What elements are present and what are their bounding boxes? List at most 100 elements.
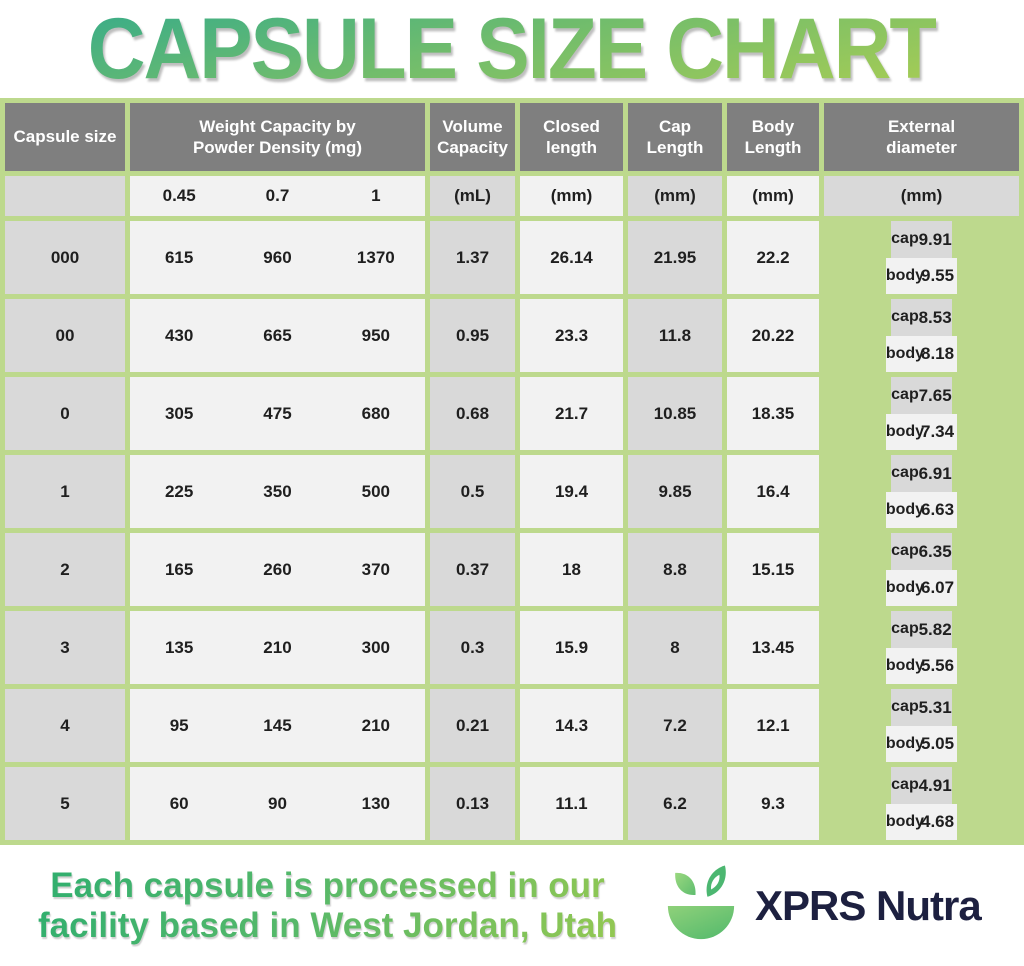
units-capsule-size-empty <box>5 176 125 216</box>
cell-volume-capacity: 0.5 <box>430 455 515 528</box>
cell-cap-length: 8 <box>628 611 722 684</box>
density-1: 1 <box>371 186 381 206</box>
external-body-label: body <box>885 656 925 674</box>
mortar-with-leaves-icon <box>667 865 735 939</box>
col-header-capsule-size: Capsule size <box>5 103 125 171</box>
cell-body-length: 9.3 <box>727 767 819 840</box>
cell-body-length: 16.4 <box>727 455 819 528</box>
capsule-size-table: Capsule size Weight Capacity by Powder D… <box>0 98 1024 845</box>
external-cap-value: 9.91 <box>918 229 952 249</box>
cell-closed-length: 15.9 <box>520 611 623 684</box>
cell-body-length: 13.45 <box>727 611 819 684</box>
external-cap-label: cap <box>891 230 919 248</box>
cell-cap-length: 6.2 <box>628 767 722 840</box>
external-body-row: body 7.34 <box>885 413 958 450</box>
tagline-line2: facility based in West Jordan, Utah <box>38 905 617 945</box>
cell-weight-045: 135 <box>164 637 194 657</box>
col-header-weight-capacity: Weight Capacity by Powder Density (mg) <box>130 103 425 171</box>
brand-name: XPRS Nutra <box>755 881 982 929</box>
cell-body-length: 15.15 <box>727 533 819 606</box>
cell-weight-1: 370 <box>361 559 391 579</box>
external-body-row: body 6.63 <box>885 491 958 528</box>
cell-weight-capacities: 430 665 950 <box>130 299 425 372</box>
cell-closed-length: 18 <box>520 533 623 606</box>
external-body-label: body <box>885 344 925 362</box>
cell-capsule-size: 1 <box>5 455 125 528</box>
external-body-row: body 8.18 <box>885 335 958 372</box>
external-cap-row: cap 6.35 <box>891 533 952 570</box>
table-row: 2 165 260 370 0.37 18 8.8 15.15 cap 6.35… <box>5 533 1019 606</box>
table-row: 00 430 665 950 0.95 23.3 11.8 20.22 cap … <box>5 299 1019 372</box>
cell-external-diameter: cap 4.91 body 4.68 <box>824 767 1019 840</box>
col-header-body-length: Body Length <box>727 103 819 171</box>
cell-capsule-size: 5 <box>5 767 125 840</box>
cell-cap-length: 8.8 <box>628 533 722 606</box>
facility-tagline: Each capsule is processed in our facilit… <box>0 866 655 944</box>
table-row: 3 135 210 300 0.3 15.9 8 13.45 cap 5.82 … <box>5 611 1019 684</box>
external-cap-label: cap <box>891 776 919 794</box>
col-header-volume-line1: Volume <box>442 116 503 136</box>
external-cap-label: cap <box>891 308 919 326</box>
external-body-label: body <box>885 500 925 518</box>
col-header-cap-length: Cap Length <box>628 103 722 171</box>
cell-weight-07: 210 <box>263 637 292 657</box>
external-cap-row: cap 9.91 <box>891 221 952 258</box>
brand-logo: XPRS Nutra <box>655 860 982 952</box>
cell-closed-length: 21.7 <box>520 377 623 450</box>
cell-body-length: 12.1 <box>727 689 819 762</box>
cell-weight-capacities: 95 145 210 <box>130 689 425 762</box>
cell-external-diameter: cap 9.91 body 9.55 <box>824 221 1019 294</box>
cell-closed-length: 11.1 <box>520 767 623 840</box>
table-units-row: 0.45 0.7 1 (mL) (mm) (mm) (mm) (mm) <box>5 176 1019 216</box>
cell-weight-1: 950 <box>361 325 391 345</box>
units-external: (mm) <box>824 176 1019 216</box>
external-cap-row: cap 5.31 <box>891 689 952 726</box>
cell-external-diameter: cap 5.31 body 5.05 <box>824 689 1019 762</box>
cell-cap-length: 11.8 <box>628 299 722 372</box>
density-0-7: 0.7 <box>265 186 290 206</box>
cell-external-diameter: cap 7.65 body 7.34 <box>824 377 1019 450</box>
external-body-row: body 5.56 <box>885 647 958 684</box>
col-header-body-line2: Length <box>744 138 802 157</box>
units-densities: 0.45 0.7 1 <box>130 176 425 216</box>
cell-volume-capacity: 0.37 <box>430 533 515 606</box>
col-header-closed-length: Closed length <box>520 103 623 171</box>
external-body-row: body 6.07 <box>885 569 958 606</box>
cell-volume-capacity: 0.13 <box>430 767 515 840</box>
external-body-row: body 9.55 <box>885 257 958 294</box>
cell-volume-capacity: 0.21 <box>430 689 515 762</box>
table-row: 4 95 145 210 0.21 14.3 7.2 12.1 cap 5.31… <box>5 689 1019 762</box>
external-body-label: body <box>885 734 925 752</box>
external-cap-label: cap <box>891 542 919 560</box>
col-header-closed-line2: length <box>546 138 597 157</box>
cell-capsule-size: 4 <box>5 689 125 762</box>
external-body-value: 4.68 <box>920 812 955 832</box>
cell-weight-045: 165 <box>164 559 194 579</box>
cell-weight-07: 475 <box>263 403 292 423</box>
cell-weight-07: 350 <box>263 481 292 501</box>
external-cap-row: cap 5.82 <box>891 611 952 648</box>
external-body-value: 5.05 <box>920 734 955 754</box>
units-body: (mm) <box>727 176 819 216</box>
cell-weight-045: 615 <box>164 247 194 267</box>
external-body-row: body 5.05 <box>885 725 958 762</box>
units-volume: (mL) <box>430 176 515 216</box>
cell-capsule-size: 3 <box>5 611 125 684</box>
cell-weight-1: 130 <box>361 793 391 813</box>
cell-weight-07: 145 <box>263 715 292 735</box>
external-body-value: 6.07 <box>920 578 955 598</box>
table-row: 5 60 90 130 0.13 11.1 6.2 9.3 cap 4.91 b… <box>5 767 1019 840</box>
cell-cap-length: 21.95 <box>628 221 722 294</box>
cell-weight-07: 960 <box>263 247 292 267</box>
cell-closed-length: 19.4 <box>520 455 623 528</box>
cell-weight-07: 90 <box>268 793 287 813</box>
external-cap-value: 5.82 <box>918 619 952 639</box>
cell-closed-length: 14.3 <box>520 689 623 762</box>
external-cap-row: cap 7.65 <box>891 377 952 414</box>
cell-volume-capacity: 1.37 <box>430 221 515 294</box>
cell-volume-capacity: 0.95 <box>430 299 515 372</box>
external-cap-value: 4.91 <box>918 775 952 795</box>
external-body-value: 5.56 <box>920 656 955 676</box>
cell-weight-1: 210 <box>361 715 391 735</box>
table-row: 1 225 350 500 0.5 19.4 9.85 16.4 cap 6.9… <box>5 455 1019 528</box>
